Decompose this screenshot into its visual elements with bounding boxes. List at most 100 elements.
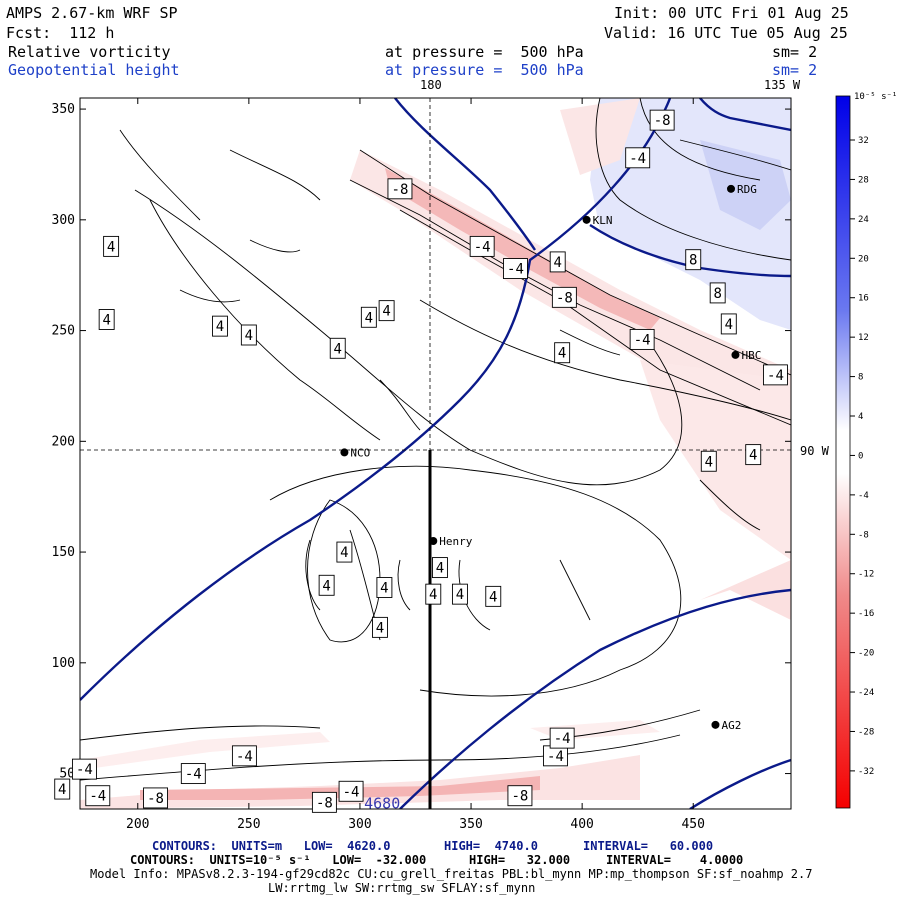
colorbar-unit: 10⁻⁵ s⁻¹ (854, 92, 898, 102)
contour-label: -8 (311, 791, 337, 813)
footer-model-info: Model Info: MPASv8.2.3-194-gf29cd82c CU:… (90, 867, 813, 881)
contour-label: -4 (625, 147, 651, 169)
contour-label: 4 (54, 778, 71, 800)
contour-label-text: 4 (382, 304, 390, 320)
contour-label: 4 (425, 583, 442, 605)
contour-label: -4 (762, 364, 788, 386)
colorbar-tick-label: -28 (858, 727, 874, 737)
contour-label: -8 (507, 785, 533, 807)
contour-label-text: -4 (89, 789, 106, 805)
contour-label-text: 8 (713, 286, 721, 302)
field2-smoothing: sm= 2 (772, 61, 818, 79)
init-time: Init: 00 UTC Fri 01 Aug 25 (614, 4, 849, 22)
contour-label-text: 4 (456, 587, 464, 603)
contour-label: 4 (720, 313, 737, 335)
contour-label: -4 (71, 758, 97, 780)
station-label: NCO (350, 446, 370, 459)
contour-label: 4 (240, 324, 257, 346)
contour-label: 4 (98, 309, 115, 330)
field2-level: at pressure = 500 hPa (385, 61, 584, 79)
x-tick-label: 250 (237, 817, 260, 832)
footer-vort-interval: INTERVAL= 4.0000 (606, 853, 744, 867)
y-tick-label: 350 (52, 102, 75, 117)
contour-label-text: 4 (107, 239, 115, 255)
stations: KLN RDG HBC NCO Henry AG2 (340, 183, 761, 732)
contour-label: -4 (85, 785, 111, 807)
station-dot (727, 184, 736, 193)
contour-label-text: 4 (340, 545, 348, 561)
contour-label-text: 4 (245, 328, 253, 344)
contour-label: 4 (700, 450, 717, 472)
contour-label: -4 (543, 745, 568, 767)
colorbar-tick-label: -20 (858, 649, 874, 659)
station-label: AG2 (721, 719, 741, 732)
colorbar-tick-label: 4 (858, 412, 863, 422)
field2-name: Geopotential height (8, 61, 180, 79)
contour-label-text: -8 (512, 789, 529, 805)
station-dot (711, 720, 720, 729)
colorbar-tick-label: 12 (858, 333, 869, 343)
footer-height-contours: CONTOURS: UNITS=m LOW= 4620.0 (152, 839, 391, 853)
contour-label-text: -4 (634, 332, 651, 348)
x-tick-label: 400 (570, 817, 593, 832)
contour-label: -8 (387, 178, 413, 200)
contour-label-text: -8 (654, 113, 671, 129)
colorbar (835, 95, 851, 809)
colorbar-tick-label: 32 (858, 136, 869, 146)
colorbar-tick-label: -24 (858, 688, 874, 698)
colorbar-tick-label: -4 (858, 491, 869, 501)
station-dot (582, 215, 591, 224)
footer-model-info-2: LW:rrtmg_lw SW:rrtmg_sw SFLAY:sf_mynn (268, 881, 536, 895)
contour-label-text: 4 (558, 346, 566, 362)
contour-label-text: -4 (474, 239, 491, 255)
plot-frame (79, 97, 792, 810)
footer-vort-high: HIGH= 32.000 (469, 853, 571, 867)
colorbar-tick-label: -12 (858, 570, 874, 580)
contour-label: 4 (378, 300, 395, 322)
x-tick-label: 350 (459, 817, 482, 832)
lon-label-180: 180 (420, 78, 442, 92)
contour-label-text: 4 (376, 620, 384, 636)
colorbar-ticks: 32 28 24 20 16 12 8 4 0 -4 -8 -12 -16 -20 -24 -28 -32 (850, 136, 874, 777)
contour-label-text: 4 (429, 587, 437, 603)
contour-label: -4 (338, 780, 364, 802)
forecast-hour: Fcst: 112 h (6, 24, 115, 42)
axis-ticks: 200 250 300 350 400 450 50 100 150 200 250 300 350 (52, 98, 791, 832)
contour-label: 8 (709, 282, 726, 304)
station-marker: RDG (727, 183, 757, 196)
y-tick-label: 300 (52, 213, 75, 228)
contour-label: 4 (318, 574, 335, 596)
station-label: RDG (737, 183, 757, 196)
contour-label-text: -8 (556, 290, 573, 306)
x-tick-label: 450 (681, 817, 704, 832)
contour-label-text: -8 (147, 791, 164, 807)
y-tick-label: 150 (52, 545, 75, 560)
lat-label-90w: 90 W (800, 444, 829, 458)
colorbar-tick-label: 20 (858, 254, 869, 264)
contour-label-text: -4 (767, 368, 784, 384)
contour-label-text: -8 (392, 182, 409, 198)
colorbar-tick-label: 28 (858, 175, 869, 185)
contour-label: 4 (549, 251, 566, 273)
contour-label: 8 (685, 249, 702, 271)
contour-label-text: -4 (236, 749, 253, 765)
station-marker: Henry (429, 535, 473, 548)
contour-label: -8 (649, 109, 675, 131)
station-marker: KLN (582, 214, 612, 227)
station-marker: HBC (731, 349, 761, 362)
contour-label: 4 (376, 577, 393, 598)
contour-label-text: -8 (316, 795, 333, 811)
contour-label: -4 (629, 328, 655, 350)
station-dot (429, 536, 438, 545)
contour-label: 4 (103, 235, 120, 257)
contour-label: 4 (745, 444, 762, 466)
station-dot (340, 448, 349, 457)
field1-smoothing: sm= 2 (772, 43, 818, 61)
colorbar-tick-label: -32 (858, 767, 874, 777)
field1-name: Relative vorticity (8, 43, 171, 61)
contour-label: -8 (551, 286, 577, 308)
contour-label-text: 4 (749, 448, 757, 464)
contour-label: 4 (212, 315, 228, 337)
x-tick-label: 300 (348, 817, 371, 832)
contour-label: -8 (143, 787, 168, 809)
